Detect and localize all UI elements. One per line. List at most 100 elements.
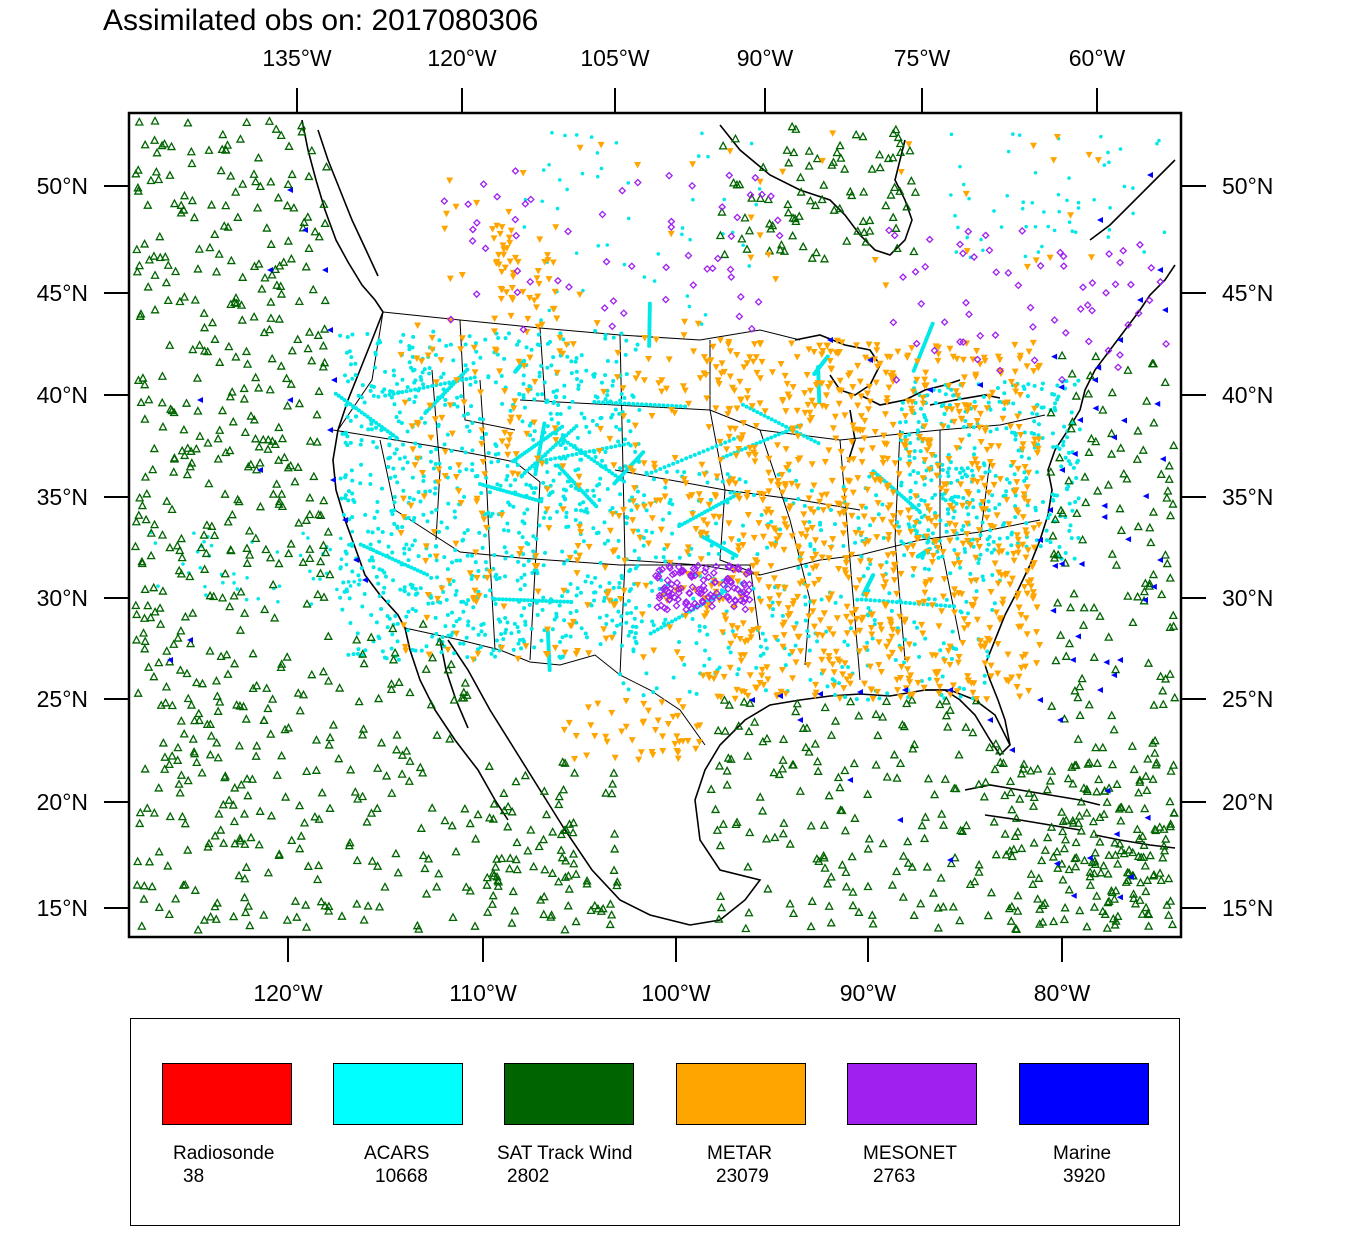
metar-marker <box>407 502 415 510</box>
sat-track-wind-marker <box>282 401 293 410</box>
acars-marker <box>1106 235 1111 239</box>
metar-marker <box>679 738 687 745</box>
acars-marker <box>344 403 349 408</box>
sat-track-wind-marker <box>157 530 168 539</box>
acars-marker <box>951 515 956 520</box>
sat-track-wind-marker <box>193 406 203 415</box>
acars-marker <box>682 662 687 667</box>
acars-marker <box>392 402 397 407</box>
acars-marker <box>479 435 484 440</box>
sat-track-wind-marker <box>319 495 329 505</box>
sat-track-wind-marker <box>374 902 385 911</box>
acars-marker <box>400 390 405 395</box>
acars-marker <box>1005 193 1010 198</box>
metar-marker <box>734 578 742 586</box>
sat-track-wind-marker <box>1098 742 1108 752</box>
sat-track-wind-marker <box>1133 521 1143 531</box>
metar-marker <box>778 666 786 674</box>
sat-track-wind-marker <box>318 340 328 350</box>
acars-marker <box>1077 427 1082 432</box>
acars-marker <box>787 468 792 473</box>
sat-track-wind-marker <box>823 878 833 888</box>
metar-marker <box>889 378 897 385</box>
sat-track-wind-marker <box>547 868 558 877</box>
metar-marker <box>1020 495 1028 502</box>
metar-marker <box>434 595 442 603</box>
acars-marker <box>1068 523 1073 528</box>
acars-marker <box>985 649 990 654</box>
sat-track-wind-marker <box>568 827 578 837</box>
metar-marker <box>501 429 509 437</box>
sat-track-wind-marker <box>390 647 400 657</box>
acars-marker <box>982 680 987 685</box>
sat-track-wind-marker <box>165 170 175 179</box>
sat-track-wind-marker <box>298 223 308 232</box>
acars-marker <box>874 493 879 498</box>
acars-marker <box>535 612 540 617</box>
sat-track-wind-marker <box>144 662 154 671</box>
sat-track-wind-marker <box>229 816 239 826</box>
sat-track-wind-marker <box>255 806 265 815</box>
acars-marker <box>498 619 503 624</box>
acars-marker <box>702 625 707 630</box>
sat-track-wind-marker <box>1034 873 1044 882</box>
acars-marker <box>464 601 469 606</box>
metar-marker <box>666 624 674 631</box>
acars-marker <box>505 521 510 526</box>
acars-marker <box>1021 200 1026 205</box>
sat-track-wind-marker <box>1046 822 1057 831</box>
acars-marker <box>1075 460 1080 465</box>
acars-marker <box>971 544 976 549</box>
acars-marker <box>209 543 214 548</box>
sat-track-wind-marker <box>895 138 905 148</box>
metar-marker <box>795 633 803 641</box>
metar-marker <box>608 634 616 642</box>
sat-track-wind-marker <box>1071 391 1081 400</box>
acars-marker <box>156 584 160 588</box>
sat-track-wind-marker <box>164 909 174 918</box>
acars-marker <box>971 537 976 542</box>
acars-marker <box>913 400 918 405</box>
metar-marker <box>829 536 837 543</box>
sat-track-wind-marker <box>245 550 255 559</box>
acars-marker <box>390 632 395 637</box>
sat-track-wind-marker <box>995 757 1005 766</box>
acars-marker <box>1030 411 1035 416</box>
metar-marker <box>841 521 849 529</box>
metar-marker <box>744 511 752 519</box>
acars-marker <box>610 505 615 510</box>
sat-track-wind-marker <box>305 509 315 519</box>
metar-marker <box>424 591 432 599</box>
metar-marker <box>689 161 697 168</box>
acars-marker <box>784 429 789 434</box>
sat-track-wind-marker <box>865 215 875 225</box>
acars-marker <box>352 580 356 584</box>
sat-track-wind-marker <box>192 373 203 382</box>
sat-track-wind-marker <box>1004 903 1015 913</box>
metar-marker <box>946 537 954 545</box>
sat-track-wind-marker <box>1160 550 1171 559</box>
metar-marker <box>497 295 505 303</box>
metar-marker <box>856 577 864 584</box>
acars-marker <box>914 625 919 630</box>
acars-marker <box>603 333 608 338</box>
acars-marker <box>910 573 915 578</box>
metar-marker <box>478 510 486 517</box>
acars-marker <box>948 497 953 502</box>
sat-track-wind-marker <box>1129 764 1139 774</box>
acars-marker <box>585 574 590 579</box>
metar-marker <box>907 528 915 536</box>
metar-marker <box>997 572 1005 579</box>
sat-track-wind-marker <box>961 722 971 731</box>
acars-marker <box>737 477 742 482</box>
acars-marker <box>455 404 460 409</box>
acars-marker <box>459 377 464 382</box>
metar-marker <box>926 438 934 446</box>
metar-marker <box>750 444 758 452</box>
acars-marker <box>556 403 561 408</box>
acars-marker <box>574 251 579 255</box>
metar-marker <box>519 288 527 296</box>
acars-marker <box>442 381 447 386</box>
acars-marker <box>885 691 890 696</box>
acars-marker <box>396 419 401 424</box>
